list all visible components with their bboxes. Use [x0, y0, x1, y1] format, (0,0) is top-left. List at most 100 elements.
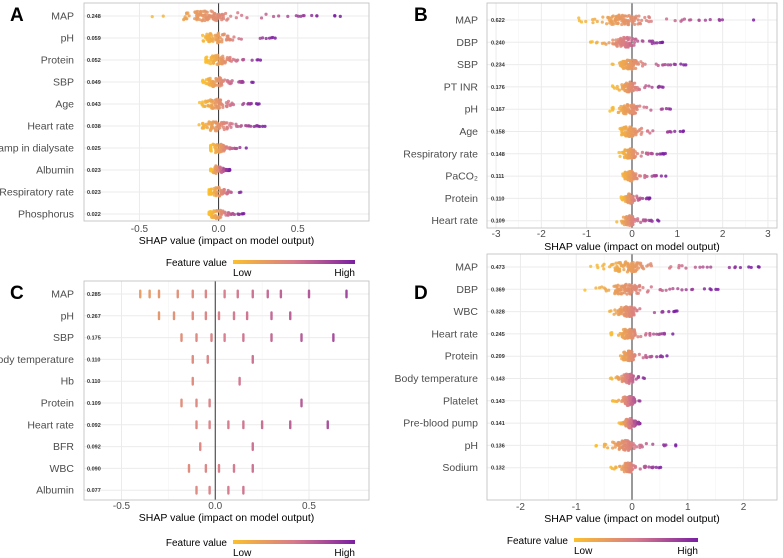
shap-point	[577, 16, 581, 20]
feature-label: PaCO₂	[445, 171, 478, 183]
shap-point	[611, 62, 615, 66]
shap-point	[629, 283, 633, 287]
shap-point	[210, 14, 214, 18]
feature-points	[199, 442, 254, 452]
shap-point	[222, 148, 226, 152]
shap-point	[242, 333, 245, 343]
feature-points	[589, 260, 761, 274]
importance-label: 0.240	[491, 40, 505, 46]
shap-point	[157, 289, 161, 299]
shap-point	[693, 265, 697, 269]
shap-point	[626, 333, 630, 337]
shap-point	[215, 190, 219, 194]
shap-point	[631, 105, 635, 109]
shap-point	[644, 152, 649, 156]
shap-point	[702, 287, 707, 291]
shap-point	[217, 61, 221, 65]
shap-point	[209, 192, 213, 196]
shap-point	[232, 35, 236, 39]
shap-point	[207, 120, 211, 124]
shap-point	[668, 63, 673, 67]
shap-point	[622, 66, 626, 70]
shap-point	[201, 9, 206, 13]
shap-point	[708, 18, 712, 22]
shap-point	[621, 60, 625, 64]
shap-point	[208, 14, 212, 18]
shap-point	[631, 66, 635, 71]
shap-point	[247, 124, 251, 128]
shap-point	[204, 122, 208, 126]
shap-point	[223, 78, 227, 82]
shap-point	[617, 464, 622, 468]
shap-point	[626, 45, 630, 49]
shap-point	[626, 403, 630, 407]
feature-label: Protein	[445, 193, 478, 205]
shap-point	[709, 288, 713, 292]
shap-point	[637, 14, 641, 18]
shap-point	[677, 266, 681, 270]
shap-point	[626, 178, 631, 182]
shap-point	[626, 217, 631, 221]
shap-point	[626, 373, 630, 377]
panel-a: A MAP 0.248 pH 0.059 Protein 0.052 SBP 0.049 Age 0…	[0, 2, 370, 279]
shap-point	[607, 41, 611, 45]
shap-point	[607, 288, 611, 292]
shap-point	[628, 443, 633, 447]
shap-point	[208, 78, 212, 82]
shap-point	[613, 308, 617, 312]
shap-point	[665, 354, 669, 358]
shap-point	[200, 33, 205, 37]
shap-point	[628, 36, 632, 40]
shap-point	[662, 332, 667, 336]
shap-point	[195, 420, 198, 430]
shap-point	[621, 127, 625, 132]
shap-point	[215, 146, 219, 151]
shap-point	[225, 127, 229, 131]
shap-point	[648, 332, 652, 336]
shap-point	[216, 33, 220, 37]
shap-point	[628, 466, 632, 471]
shap-point	[214, 83, 218, 87]
shap-point	[216, 124, 220, 128]
feature-label: SBP	[53, 77, 74, 89]
feature-points	[618, 125, 686, 139]
shap-point	[617, 267, 621, 271]
shap-point	[604, 442, 608, 447]
shap-point	[647, 84, 651, 88]
shap-point	[638, 196, 642, 200]
feature-points	[139, 289, 348, 299]
shap-point	[618, 446, 622, 450]
importance-label: 0.092	[87, 445, 101, 451]
shap-point	[615, 17, 619, 21]
shap-point	[727, 265, 731, 270]
importance-label: 0.022	[87, 212, 101, 218]
shap-point	[621, 111, 625, 115]
shap-point	[636, 18, 640, 22]
importance-label: 0.132	[491, 466, 505, 472]
shap-point	[630, 376, 634, 380]
shap-point	[661, 63, 665, 67]
shap-point	[651, 442, 655, 446]
shap-point	[626, 336, 630, 340]
shap-point	[616, 309, 621, 313]
shap-point	[625, 441, 629, 446]
legend-title: Feature value	[166, 258, 228, 269]
shap-point	[747, 265, 751, 269]
shap-point	[212, 142, 216, 147]
shap-point	[620, 40, 624, 44]
shap-point	[333, 13, 337, 18]
shap-point	[632, 354, 636, 358]
shap-point	[619, 16, 623, 20]
shap-point	[644, 197, 648, 201]
shap-point	[222, 191, 226, 195]
shap-point	[717, 17, 721, 22]
shap-point	[612, 312, 616, 316]
shap-point	[630, 305, 634, 309]
shap-point	[628, 350, 632, 354]
shap-point	[673, 129, 677, 133]
shap-point	[627, 214, 632, 218]
shap-point	[628, 148, 632, 152]
shap-point	[738, 265, 743, 270]
shap-point	[213, 14, 217, 18]
shap-point	[208, 32, 212, 36]
